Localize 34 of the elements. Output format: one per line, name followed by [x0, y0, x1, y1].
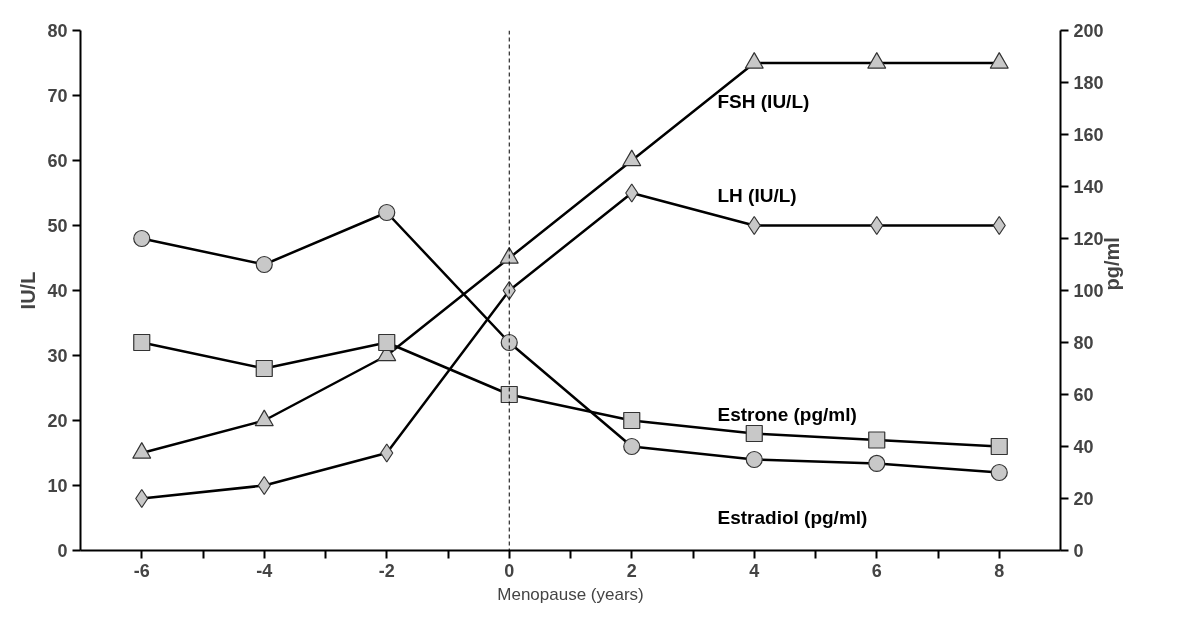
y2-tick-label: 80: [1073, 333, 1094, 353]
y-axis-title: IU/L: [17, 271, 40, 310]
y-tick-label: 80: [47, 21, 68, 41]
y-tick-label: 40: [47, 281, 68, 301]
series-label: Estradiol (pg/ml): [717, 507, 868, 528]
y2-tick-label: 20: [1073, 489, 1094, 509]
x-tick-label: 0: [504, 560, 515, 581]
x-tick-label: 2: [626, 560, 637, 581]
y2-tick-label: 120: [1073, 229, 1104, 249]
y2-tick-label: 140: [1073, 177, 1104, 197]
series-label: LH (IU/L): [717, 185, 797, 206]
y-tick-label: 10: [47, 476, 68, 496]
y2-tick-label: 40: [1073, 437, 1094, 457]
x-tick-label: -6: [133, 560, 150, 581]
y2-tick-label: 180: [1073, 73, 1104, 93]
series-label: FSH (IU/L): [717, 90, 810, 112]
y-tick-label: 70: [47, 86, 68, 106]
x-axis-title: Menopause (years): [497, 584, 644, 604]
y2-tick-label: 100: [1073, 281, 1104, 301]
x-tick-label: 6: [871, 560, 882, 581]
y-tick-label: 60: [47, 151, 68, 171]
y-tick-label: 30: [47, 346, 68, 366]
y2-tick-label: 160: [1073, 125, 1104, 145]
y2-tick-label: 200: [1073, 21, 1104, 41]
x-tick-label: 8: [994, 560, 1005, 581]
y-tick-label: 0: [57, 541, 68, 561]
x-tick-label: -2: [378, 560, 395, 581]
series-label: Estrone (pg/ml): [717, 404, 857, 425]
y2-tick-label: 60: [1073, 385, 1094, 405]
y-tick-label: 20: [47, 411, 68, 431]
x-tick-label: 4: [749, 560, 760, 581]
y-tick-label: 50: [47, 216, 68, 236]
y2-tick-label: 0: [1073, 541, 1084, 561]
x-tick-label: -4: [256, 560, 273, 581]
